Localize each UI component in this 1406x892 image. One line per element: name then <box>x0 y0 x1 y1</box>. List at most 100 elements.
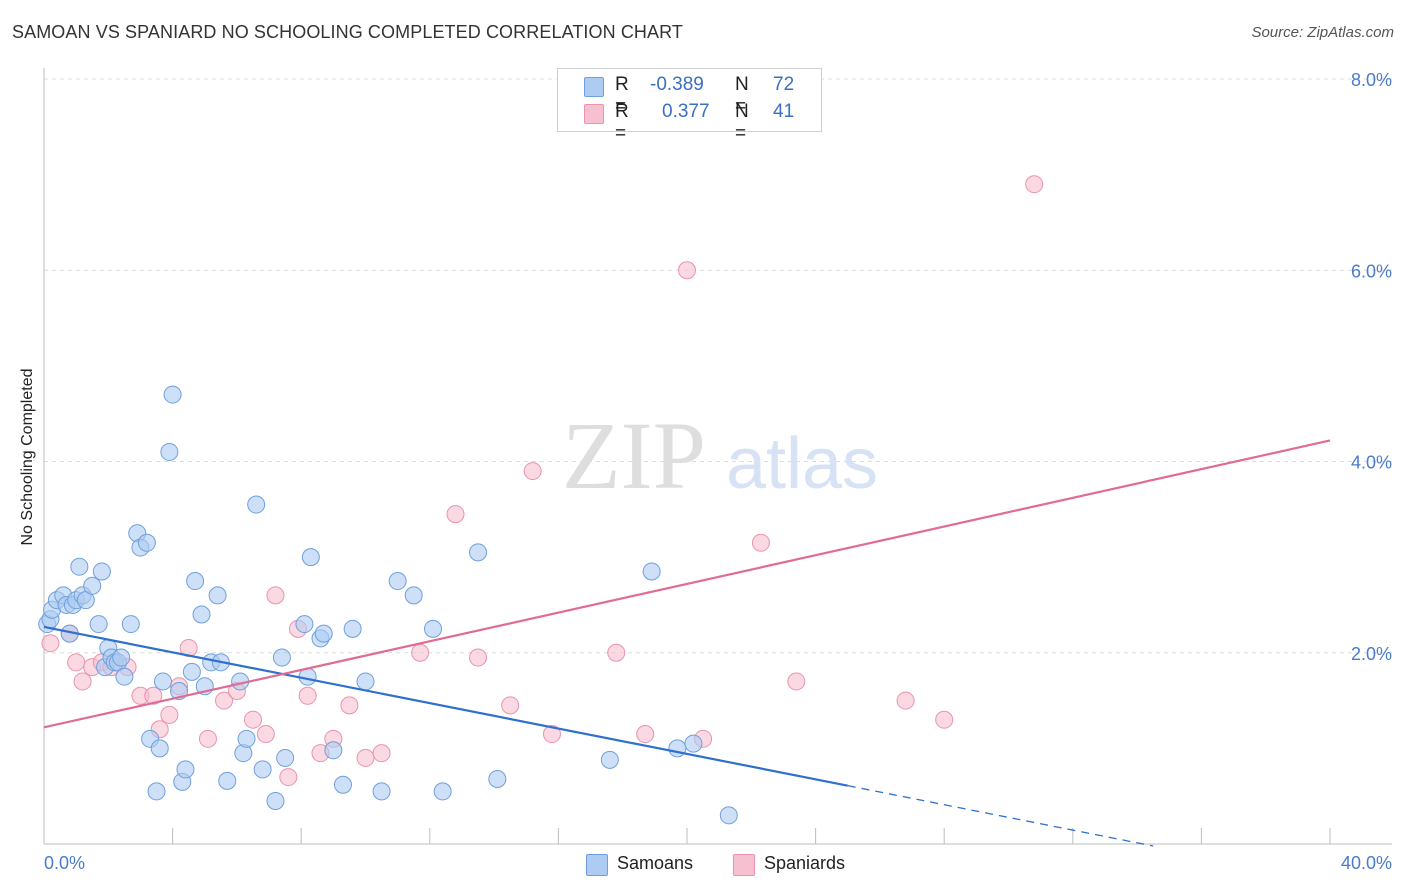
samoan-point <box>150 739 169 758</box>
spaniard-point <box>469 648 488 667</box>
r-label: R = <box>615 74 629 117</box>
n-label: N = <box>735 74 749 117</box>
spaniard-point <box>751 533 770 552</box>
spaniard-point <box>542 725 561 744</box>
samoan-point <box>182 662 201 681</box>
source-label: Source: ZipAtlas.com <box>1251 24 1394 41</box>
x-tick-label: 0.0% <box>44 853 85 873</box>
spaniard-point <box>279 768 298 787</box>
samoan-point <box>247 495 266 514</box>
spaniard-point <box>411 643 430 662</box>
spaniard-point <box>787 672 806 691</box>
samoan-point <box>237 729 256 748</box>
samoans-swatch <box>584 77 604 97</box>
spaniard-point <box>678 261 696 280</box>
samoan-point <box>253 760 272 779</box>
samoan-point <box>600 750 619 769</box>
samoans-trend-extension <box>847 785 1154 847</box>
spaniard-point <box>160 705 179 724</box>
samoan-point <box>333 775 352 794</box>
samoan-point <box>272 648 291 667</box>
samoan-point <box>343 619 362 638</box>
samoans-legend-swatch <box>586 854 608 876</box>
spaniard-point <box>896 691 915 710</box>
spaniard-point <box>372 744 391 763</box>
spaniard-point <box>198 729 217 748</box>
spaniard-point <box>144 686 163 705</box>
spaniard-point <box>446 505 465 524</box>
samoan-point <box>433 782 452 801</box>
spaniard-point <box>1025 175 1044 194</box>
samoan-point <box>163 385 182 404</box>
spaniard-point <box>73 672 92 691</box>
spaniard-point <box>266 586 285 605</box>
samoans-trend-line <box>43 625 848 787</box>
samoan-point <box>372 782 391 801</box>
samoan-point <box>83 576 102 595</box>
y-tick-label: 4.0% <box>1351 453 1392 473</box>
samoan-point <box>404 586 423 605</box>
watermark: ZIP atlas <box>562 402 878 509</box>
axes <box>43 68 1392 845</box>
watermark-zip: ZIP <box>562 402 706 509</box>
r-value-samoans: -0.389 <box>650 74 704 95</box>
samoan-point <box>112 648 131 667</box>
spaniard-point <box>41 634 60 653</box>
samoan-point <box>89 615 108 634</box>
samoan-point <box>208 586 227 605</box>
samoan-point <box>488 769 507 788</box>
n-value-spaniards: 41 <box>773 101 795 122</box>
spaniards-legend-label: Spaniards <box>764 853 846 873</box>
samoan-point <box>147 782 166 801</box>
spaniard-point <box>356 748 375 767</box>
spaniards-swatch <box>584 104 604 124</box>
samoan-point <box>642 562 661 581</box>
samoan-point <box>92 562 111 581</box>
samoan-point <box>70 557 89 576</box>
samoans-legend-label: Samoans <box>617 853 694 873</box>
r-label: R = <box>615 101 629 144</box>
samoan-point <box>186 572 205 591</box>
trend-lines <box>43 439 1331 847</box>
x-tick-label: 40.0% <box>1341 853 1392 873</box>
spaniard-point <box>935 710 954 729</box>
stats-legend: R = -0.389 N = 72 R = 0.377 N = 41 <box>557 68 822 144</box>
y-tick-label: 2.0% <box>1351 644 1392 664</box>
samoan-point <box>276 748 295 767</box>
spaniard-point <box>501 696 520 715</box>
spaniard-point <box>243 710 262 729</box>
samoan-point <box>115 667 134 686</box>
samoan-point <box>121 615 140 634</box>
samoan-point <box>295 615 314 634</box>
n-label: N = <box>735 101 749 144</box>
chart-title: SAMOAN VS SPANIARD NO SCHOOLING COMPLETE… <box>12 22 684 42</box>
samoan-point <box>137 533 156 552</box>
samoan-point <box>388 572 407 591</box>
samoan-point <box>668 739 687 758</box>
samoan-point <box>176 760 195 779</box>
samoan-point <box>719 806 738 825</box>
samoan-point <box>324 741 343 760</box>
samoan-point <box>684 734 703 753</box>
samoan-point <box>469 543 488 562</box>
samoan-point <box>314 624 333 643</box>
samoan-point <box>153 672 172 691</box>
spaniards-trend-line <box>43 439 1331 729</box>
samoan-point <box>192 605 211 624</box>
spaniard-point <box>340 696 359 715</box>
spaniard-point <box>298 686 317 705</box>
tick-labels: 2.0% 4.0% 6.0% 8.0% 0.0% 40.0% <box>44 70 1392 873</box>
y-tick-label: 6.0% <box>1351 261 1392 281</box>
y-tick-label: 8.0% <box>1351 70 1392 90</box>
spaniard-point <box>523 462 542 481</box>
samoan-point <box>356 672 375 691</box>
watermark-atlas: atlas <box>726 424 878 504</box>
samoan-point <box>266 791 285 810</box>
spaniard-point <box>636 725 655 744</box>
samoan-point <box>160 442 179 461</box>
spaniard-point <box>607 643 626 662</box>
spaniard-point <box>215 691 234 710</box>
spaniards-legend-swatch <box>733 854 755 876</box>
spaniard-point <box>256 725 275 744</box>
